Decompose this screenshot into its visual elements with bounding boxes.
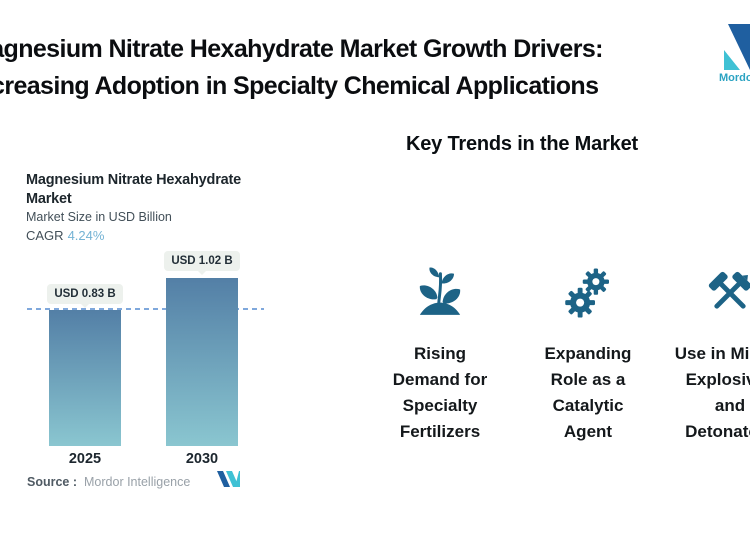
trend-line: Agent <box>563 422 613 441</box>
crossed-hammers-icon <box>665 262 750 324</box>
value-label-2025: USD 0.83 B <box>47 284 123 304</box>
trend-line: Fertilizers <box>399 422 481 441</box>
cagr-label: CAGR <box>26 228 64 243</box>
trend-line: Explosives <box>685 370 750 389</box>
x-axis-label-2030: 2030 <box>185 451 219 467</box>
page-title-line-1: Magnesium Nitrate Hexahydrate Market Gro… <box>0 35 603 63</box>
mordor-logo-small-icon <box>217 471 240 487</box>
seedling-icon <box>375 262 505 324</box>
trend-line: Expanding <box>544 344 632 363</box>
trend-text: Rising Demand for Specialty Fertilizers <box>375 341 505 445</box>
trend-text: Use in Mining Explosives and Detonators <box>665 341 750 445</box>
trend-line: Role as a <box>550 370 626 389</box>
page-title: Magnesium Nitrate Hexahydrate Market Gro… <box>0 31 603 105</box>
trends-heading: Key Trends in the Market <box>406 133 638 155</box>
value-label-2030: USD 1.02 B <box>164 251 240 271</box>
bar-2025 <box>49 310 121 446</box>
cagr-value: 4.24% <box>67 228 105 243</box>
source-row: Source : Mordor Intelligence <box>27 475 190 489</box>
trend-item-fertilizers: Rising Demand for Specialty Fertilizers <box>375 262 505 445</box>
value-label-pointer <box>80 303 90 308</box>
reference-dashed-line <box>27 308 264 310</box>
value-label-pointer <box>197 270 207 275</box>
x-axis-label-2025: 2025 <box>68 451 102 467</box>
page-title-line-2: Increasing Adoption in Specialty Chemica… <box>0 72 599 100</box>
brand-logo-label: Mordor Intelligence <box>719 72 750 84</box>
mordor-logo-icon <box>724 24 750 70</box>
gears-icon <box>523 262 653 324</box>
trend-line: Catalytic <box>552 396 624 415</box>
trend-text: Expanding Role as a Catalytic Agent <box>523 341 653 445</box>
trend-line: Rising <box>414 344 466 363</box>
trend-line: Use in Mining <box>674 344 750 363</box>
bar-2030 <box>166 278 238 446</box>
trend-item-mining: Use in Mining Explosives and Detonators <box>665 262 750 445</box>
source-value: Mordor Intelligence <box>84 475 191 489</box>
chart-cagr: CAGR 4.24% <box>26 228 104 243</box>
chart-subtitle: Market Size in USD Billion <box>26 210 172 224</box>
trend-line: Specialty <box>402 396 478 415</box>
trend-line: Detonators <box>685 422 750 441</box>
source-label: Source : <box>27 475 78 489</box>
trend-line: Demand for <box>392 370 488 389</box>
trend-line: and <box>714 396 746 415</box>
trend-item-catalytic: Expanding Role as a Catalytic Agent <box>523 262 653 445</box>
chart-title: Magnesium Nitrate Hexahydrate Market <box>26 172 241 207</box>
